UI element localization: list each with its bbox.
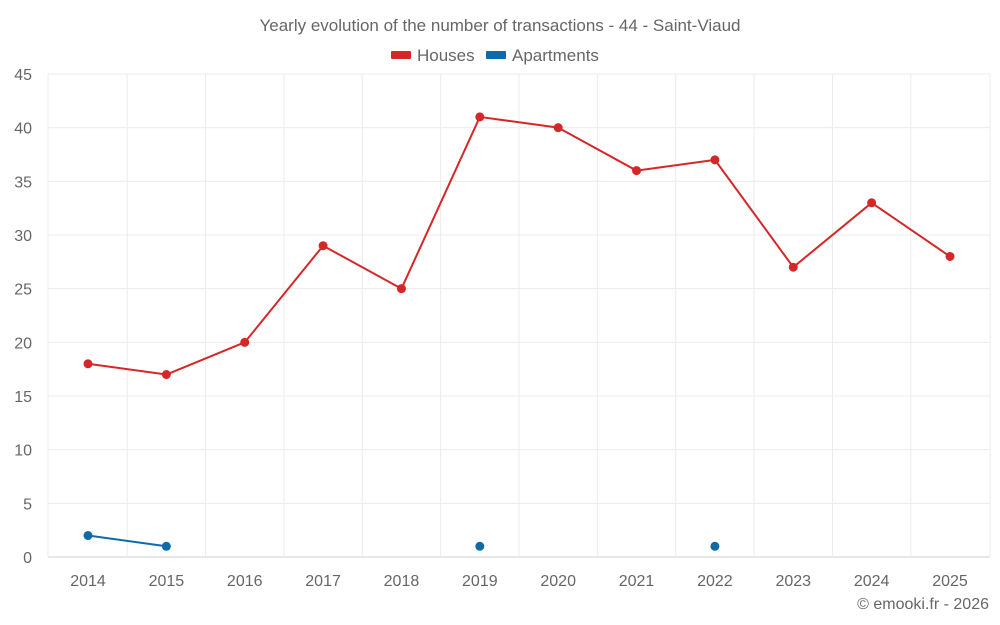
y-tick-label: 5 xyxy=(23,496,32,513)
y-tick-label: 45 xyxy=(14,67,32,84)
x-tick-label: 2016 xyxy=(227,573,263,590)
x-tick-label: 2025 xyxy=(932,573,968,590)
footer-copyright: © emooki.fr - 2026 xyxy=(857,596,989,613)
apartments-line xyxy=(87,534,168,548)
houses-point[interactable] xyxy=(83,359,93,369)
x-tick-label: 2022 xyxy=(697,573,733,590)
x-tick-label: 2021 xyxy=(619,573,655,590)
houses-point[interactable] xyxy=(553,123,563,133)
x-tick-label: 2015 xyxy=(149,573,185,590)
houses-point[interactable] xyxy=(161,370,171,380)
houses-point[interactable] xyxy=(240,337,250,347)
x-tick-label: 2024 xyxy=(854,573,890,590)
legend-houses-swatch[interactable] xyxy=(391,51,411,59)
chart-title: Yearly evolution of the number of transa… xyxy=(259,16,740,35)
y-tick-label: 35 xyxy=(14,174,32,191)
houses-point[interactable] xyxy=(396,284,406,294)
x-tick-label: 2023 xyxy=(775,573,811,590)
houses-line xyxy=(87,115,951,376)
apartments-point[interactable] xyxy=(475,541,485,551)
y-tick-label: 30 xyxy=(14,228,32,245)
legend: Houses Apartments xyxy=(391,46,599,65)
apartments-point[interactable] xyxy=(83,531,93,541)
houses-point[interactable] xyxy=(945,251,955,261)
houses-point[interactable] xyxy=(867,198,877,208)
y-tick-label: 25 xyxy=(14,282,32,299)
y-tick-label: 0 xyxy=(23,550,32,567)
x-tick-label: 2018 xyxy=(384,573,420,590)
x-tick-label: 2020 xyxy=(540,573,576,590)
apartments-series xyxy=(83,531,720,551)
apartments-point[interactable] xyxy=(710,541,720,551)
grid-layer xyxy=(47,73,991,558)
houses-series xyxy=(83,112,955,380)
x-tick-label: 2017 xyxy=(305,573,341,590)
legend-apartments-swatch[interactable] xyxy=(486,51,506,59)
y-tick-label: 20 xyxy=(14,335,32,352)
legend-houses-label[interactable]: Houses xyxy=(417,46,475,65)
houses-point[interactable] xyxy=(710,155,720,165)
apartments-point[interactable] xyxy=(161,541,171,551)
x-tick-label: 2019 xyxy=(462,573,498,590)
y-tick-label: 10 xyxy=(14,443,32,460)
series-layer xyxy=(83,112,955,551)
x-tick-label: 2014 xyxy=(70,573,106,590)
houses-point[interactable] xyxy=(788,262,798,272)
y-tick-label: 40 xyxy=(14,121,32,138)
houses-point[interactable] xyxy=(632,166,642,176)
legend-apartments-label[interactable]: Apartments xyxy=(512,46,599,65)
y-tick-label: 15 xyxy=(14,389,32,406)
houses-point[interactable] xyxy=(318,241,328,251)
houses-point[interactable] xyxy=(475,112,485,122)
